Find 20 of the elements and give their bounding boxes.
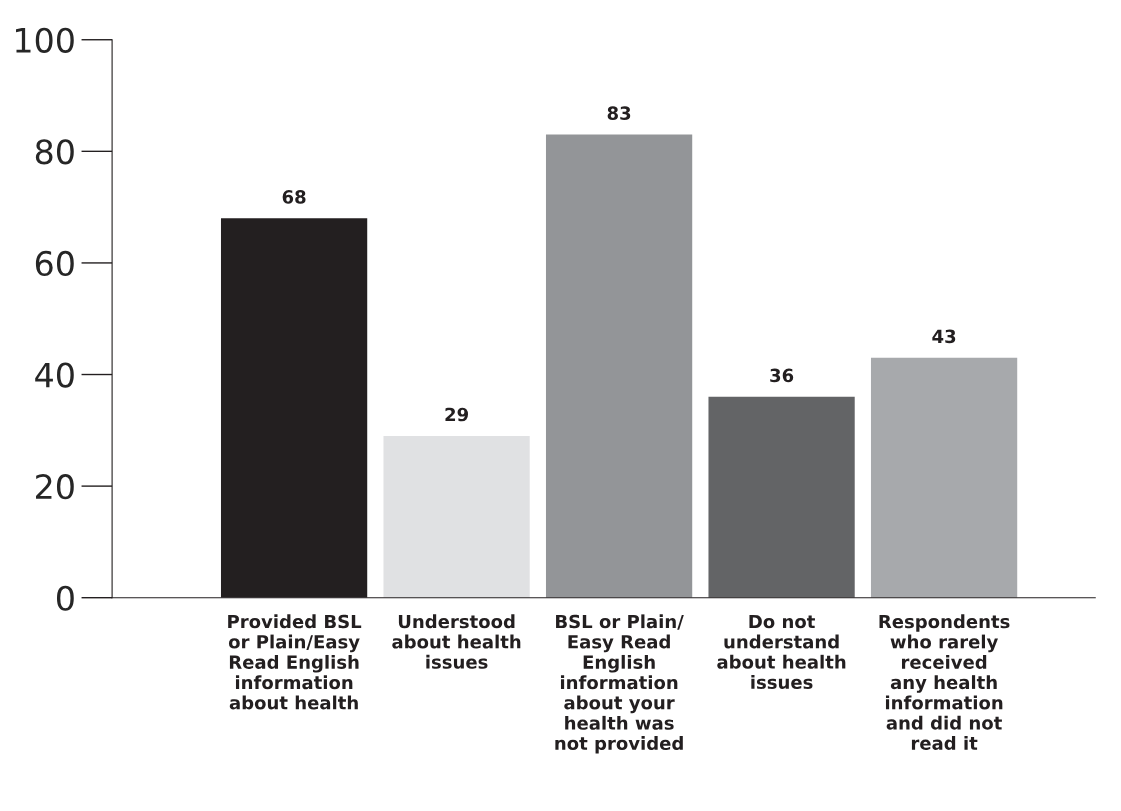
data-label: 43	[932, 329, 956, 344]
x-tick-label: Do not understand about health issues	[717, 614, 846, 689]
x-tick-label: BSL or Plain/ Easy Read English information about your health was not provided	[555, 614, 684, 754]
data-label: 29	[445, 407, 469, 422]
bar	[870, 357, 1018, 598]
bar	[383, 435, 530, 598]
x-tick-label: Understood about health issues	[392, 614, 521, 669]
y-tick-label: 100	[16, 27, 74, 53]
data-label: 36	[770, 368, 794, 383]
y-tick-label: 0	[56, 585, 74, 611]
y-tick-label: 40	[35, 362, 74, 388]
bar	[545, 134, 693, 598]
data-label: 83	[607, 106, 631, 120]
x-tick-label: Respondents who rarely received any health information and did not read it	[879, 614, 1010, 750]
y-tick-label: 80	[35, 139, 74, 165]
bar	[708, 396, 855, 598]
data-label: 68	[282, 190, 306, 204]
y-tick-label: 60	[35, 250, 74, 277]
x-tick-label: Provided BSL or Plain/Easy Read English information about health	[228, 614, 362, 710]
y-tick-label: 20	[36, 474, 74, 500]
